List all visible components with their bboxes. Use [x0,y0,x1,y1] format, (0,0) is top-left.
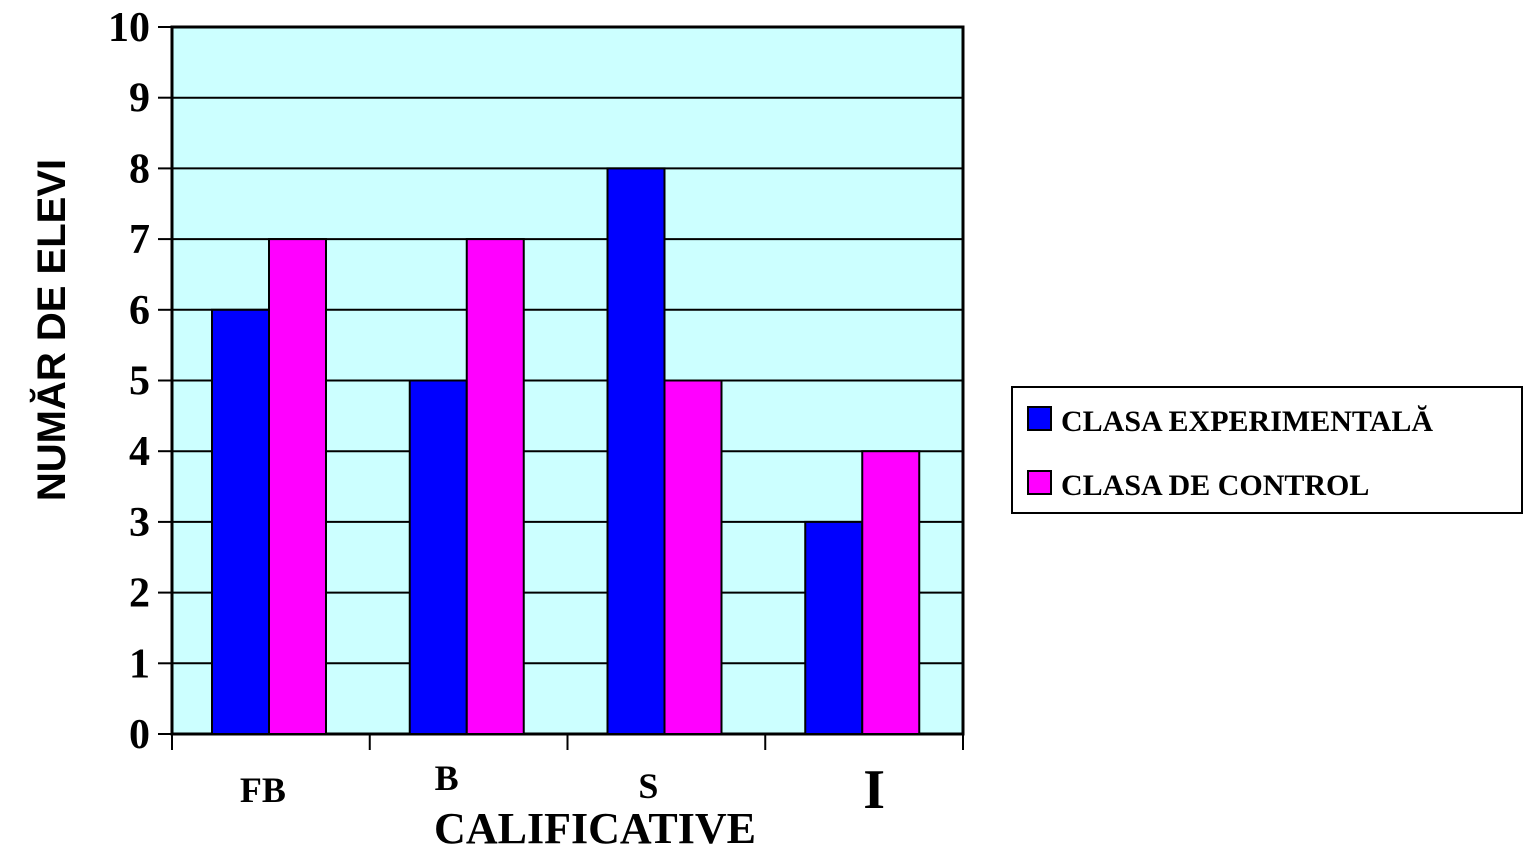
legend-swatch-control [1027,470,1052,495]
y-tick-label: 7 [129,217,150,263]
y-tick-label: 4 [129,429,150,475]
y-tick-label: 1 [129,641,150,687]
y-axis: 0 1 2 3 4 5 6 7 8 9 10 [108,5,172,758]
x-axis: FB B S I [171,734,964,821]
legend-label-control: CLASA DE CONTROL [1061,469,1369,502]
bar [268,238,327,735]
y-tick-label: 3 [129,500,150,546]
y-tick-label: 6 [129,288,150,334]
y-tick-label: 10 [108,5,150,51]
bar [408,379,468,735]
bar [465,238,525,735]
bar [663,379,723,735]
legend: CLASA EXPERIMENTALĂ CLASA DE CONTROL [1011,386,1523,514]
x-tick-label: B [435,758,459,798]
x-tick-label: I [863,759,885,821]
y-tick-label: 2 [129,571,150,617]
x-tick-label: FB [240,770,286,810]
y-tick-label: 0 [129,712,150,758]
bar [606,167,666,735]
y-tick-label: 9 [129,76,150,122]
y-tick-label: 5 [129,359,150,405]
y-axis-label: NUMĂR DE ELEVI [29,159,74,501]
bar [861,450,921,735]
bar [211,308,270,735]
y-tick-label: 8 [129,146,150,192]
legend-swatch-experimental [1027,406,1052,431]
x-tick-label: S [638,766,658,806]
legend-label-experimental: CLASA EXPERIMENTALĂ [1061,405,1433,438]
bar [804,520,864,736]
bars [211,167,921,736]
legend-box [1011,386,1523,514]
x-axis-label: CALIFICATIVE [434,804,756,847]
